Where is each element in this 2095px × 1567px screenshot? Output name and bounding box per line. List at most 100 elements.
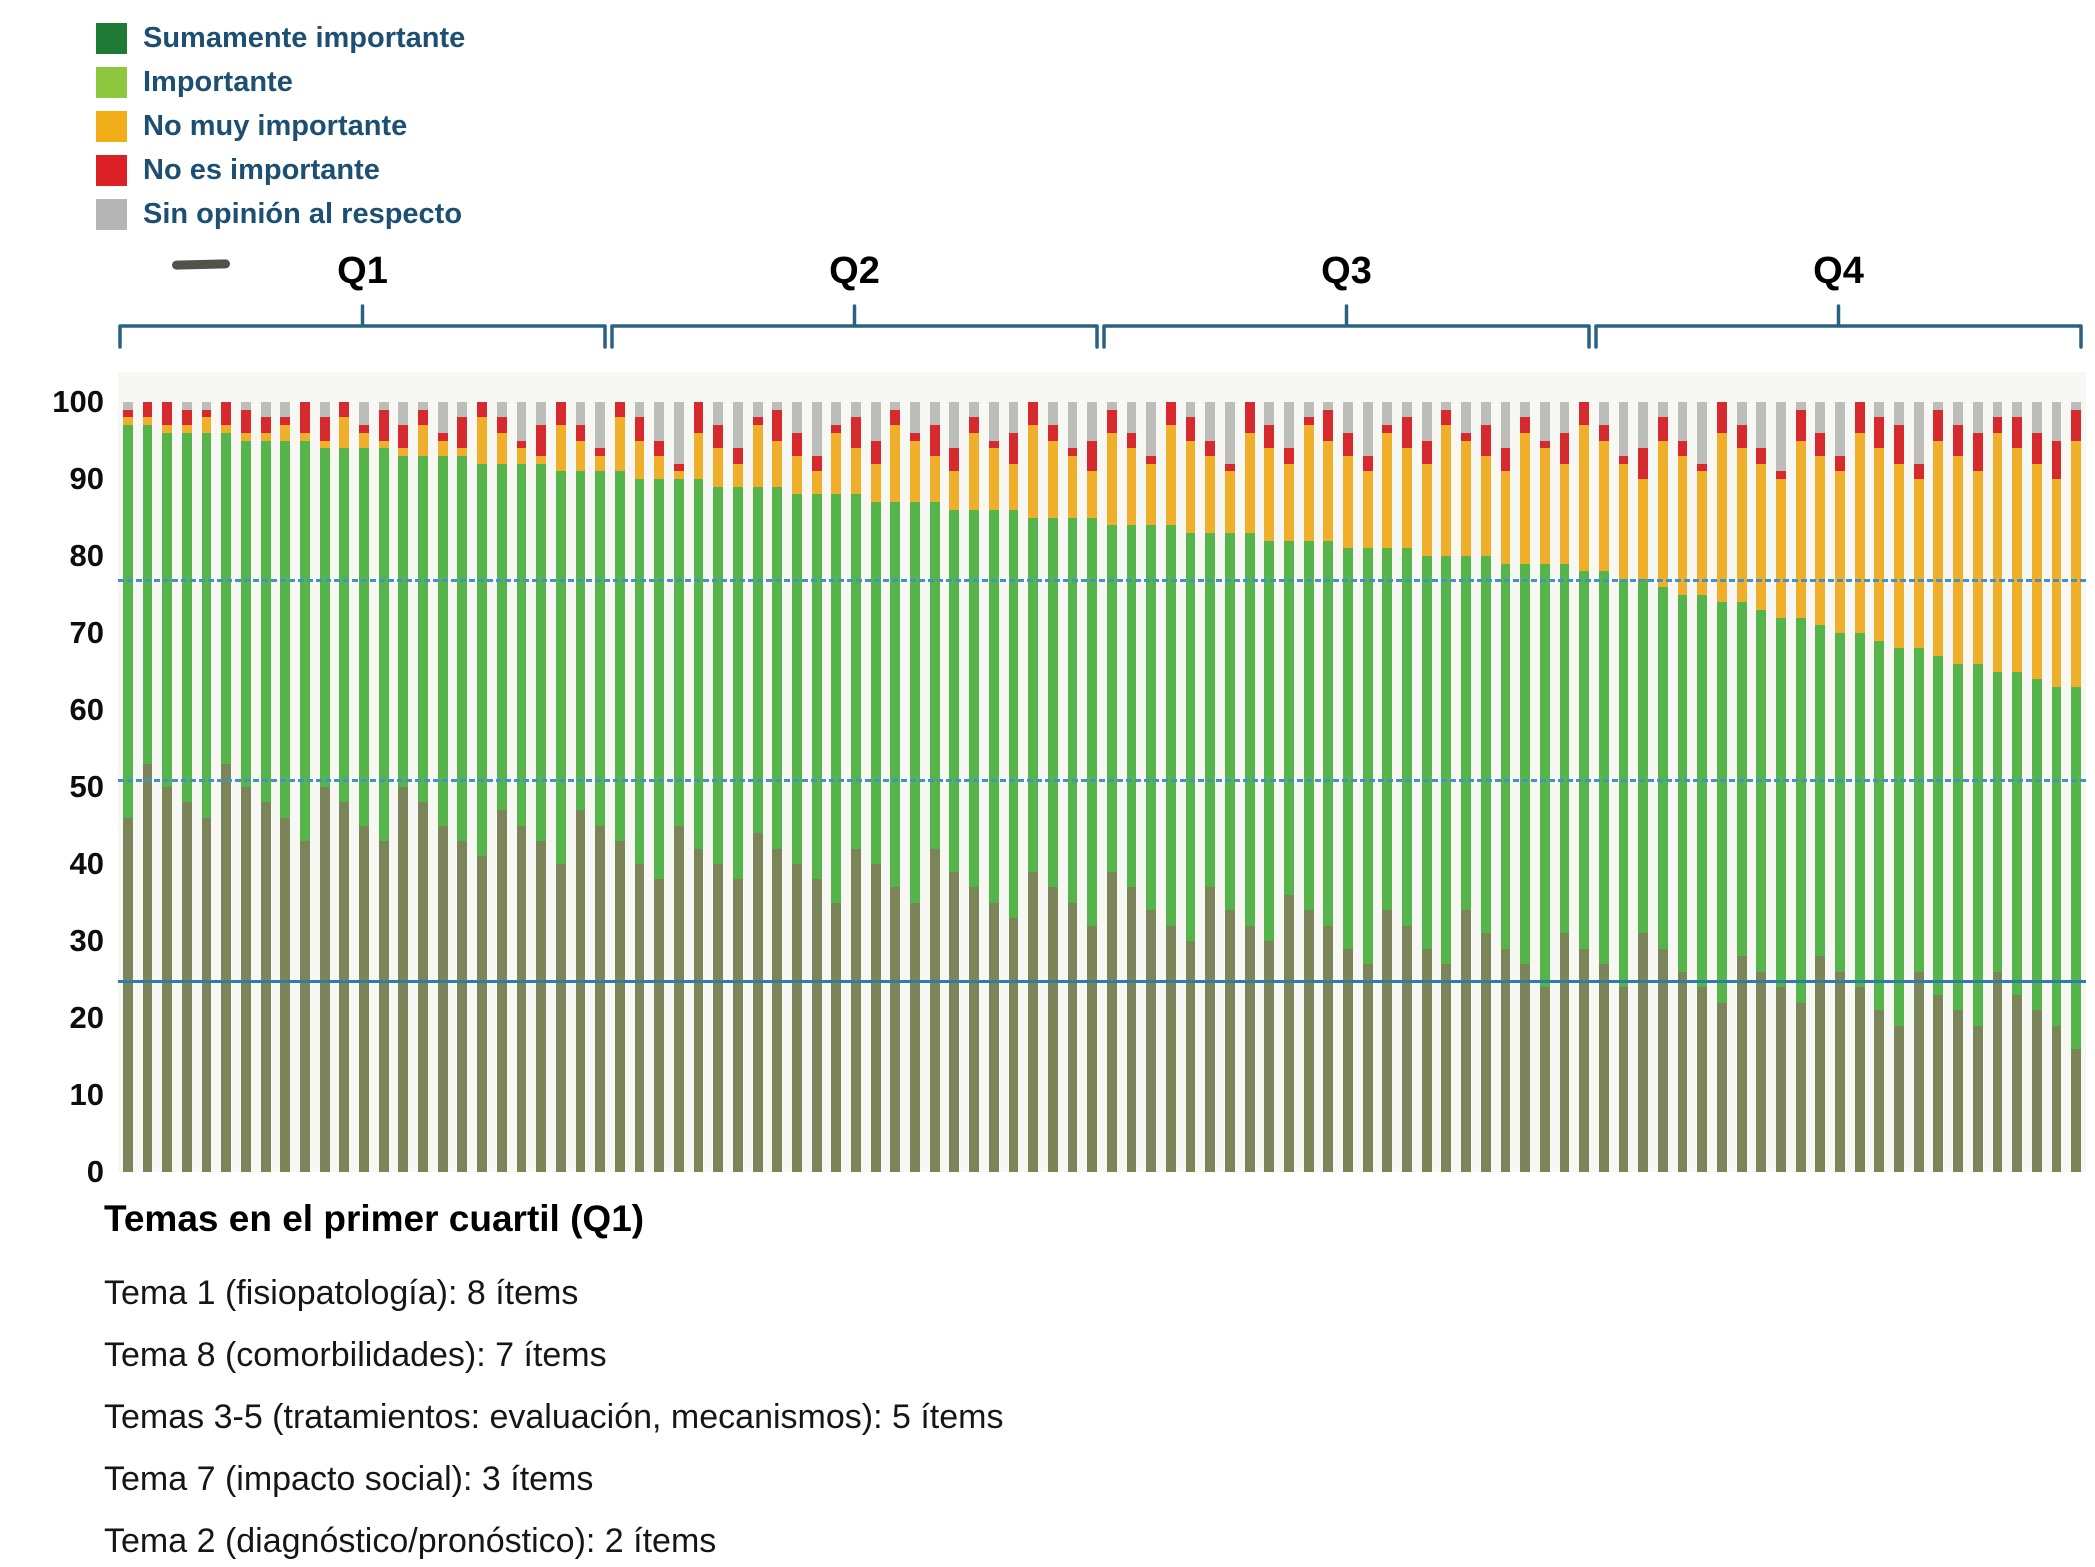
bar-segment-no-muy-importante: [359, 432, 369, 449]
bar-segment-sumamente-importante: [536, 840, 547, 1172]
stacked-bar: [1028, 402, 1039, 1172]
bar-segment-no-muy-importante: [398, 448, 409, 456]
bar-segment-importante: [1953, 663, 1963, 1011]
bar-segment-sumamente-importante: [1480, 933, 1491, 1172]
bar-segment-sumamente-importante: [1795, 1002, 1806, 1172]
bar-segment-importante: [595, 471, 606, 826]
bar-segment-no-muy-importante: [752, 425, 763, 487]
bar-segment-no-muy-importante: [969, 432, 979, 510]
reference-line-25: [118, 979, 2086, 983]
bar-segment-importante: [949, 509, 960, 872]
bar-segment-sumamente-importante: [1047, 887, 1058, 1172]
bar-segment-no-muy-importante: [1402, 448, 1412, 549]
bar-segment-no-es-importante: [595, 448, 606, 456]
bar-segment-importante: [1657, 586, 1668, 949]
bar-segment-no-es-importante: [1874, 417, 1885, 449]
footer-theme-line: Temas 3-5 (tratamientos: evaluación, mec…: [104, 1398, 1004, 1436]
reference-line-77: [118, 579, 2086, 583]
stacked-bar: [1677, 402, 1688, 1172]
y-tick-label: 20: [69, 1000, 104, 1035]
bar-segment-sin-opinion: [1126, 402, 1137, 433]
bar-segment-no-es-importante: [1028, 402, 1039, 426]
bar-segment-no-muy-importante: [1362, 471, 1373, 549]
bar-segment-no-es-importante: [1008, 432, 1019, 464]
bar-segment-no-muy-importante: [1835, 471, 1845, 634]
stacked-bar: [713, 402, 724, 1172]
bar-segment-sumamente-importante: [1972, 1025, 1983, 1172]
bar-segment-no-es-importante: [280, 417, 291, 426]
bar-segment-sumamente-importante: [1303, 910, 1314, 1172]
bar-segment-no-muy-importante: [1559, 463, 1570, 564]
bar-segment-sumamente-importante: [1717, 1002, 1727, 1172]
bar-segment-sumamente-importante: [1756, 971, 1767, 1172]
bar-segment-no-es-importante: [1776, 471, 1786, 480]
stacked-bar: [1776, 402, 1786, 1172]
stacked-bar: [1874, 402, 1885, 1172]
bar-segment-no-muy-importante: [241, 432, 251, 441]
bar-segment-sin-opinion: [1618, 402, 1629, 456]
bar-segment-sumamente-importante: [1500, 948, 1511, 1172]
stacked-bar: [1402, 402, 1412, 1172]
bar-segment-no-muy-importante: [614, 417, 625, 472]
legend-item-label: Sumamente importante: [143, 21, 466, 54]
stacked-bar: [122, 402, 133, 1172]
bar-segment-no-es-importante: [870, 440, 881, 464]
bar-segment-sumamente-importante: [496, 810, 507, 1172]
bar-segment-importante: [339, 448, 350, 803]
stacked-bar: [811, 402, 822, 1172]
bar-segment-no-muy-importante: [634, 440, 645, 479]
stacked-bar: [1165, 402, 1176, 1172]
bar-segment-no-muy-importante: [201, 417, 212, 433]
bar-segment-no-muy-importante: [733, 463, 743, 487]
legend-swatch-4: [96, 198, 127, 230]
stacked-bar: [359, 402, 369, 1172]
bar-segment-no-muy-importante: [929, 455, 940, 503]
bar-segment-sumamente-importante: [1776, 987, 1786, 1172]
bar-segment-no-es-importante: [1579, 402, 1590, 426]
bar-segment-sin-opinion: [1815, 402, 1826, 433]
bar-segment-sin-opinion: [1638, 402, 1649, 449]
bar-segment-importante: [1303, 540, 1314, 911]
bar-segment-importante: [1894, 648, 1904, 1026]
stacked-bar: [1264, 402, 1275, 1172]
stacked-bar: [1894, 402, 1904, 1172]
bar-segment-sumamente-importante: [772, 848, 783, 1172]
bar-segment-importante: [1146, 525, 1157, 911]
bar-segment-no-muy-importante: [437, 440, 448, 456]
bar-segment-no-es-importante: [929, 425, 940, 456]
stacked-bar: [555, 402, 566, 1172]
bar-segment-sin-opinion: [280, 402, 291, 418]
bar-segment-importante: [772, 486, 783, 849]
stacked-bar: [1382, 402, 1393, 1172]
stacked-bar: [280, 402, 291, 1172]
bar-segment-no-muy-importante: [1874, 448, 1885, 641]
quartile-label-q1: Q1: [337, 250, 388, 292]
bar-segment-no-muy-importante: [142, 417, 153, 426]
bar-segment-no-muy-importante: [536, 455, 547, 464]
bar-segment-sumamente-importante: [1697, 987, 1708, 1172]
bar-segment-no-es-importante: [1854, 402, 1865, 433]
bar-segment-sin-opinion: [595, 402, 606, 449]
bar-segment-sumamente-importante: [516, 825, 527, 1172]
bar-segment-no-muy-importante: [1500, 471, 1511, 564]
plot-area: [118, 372, 2086, 1172]
bar-segment-no-es-importante: [2012, 417, 2023, 449]
stacked-bar: [1362, 402, 1373, 1172]
bar-segment-no-muy-importante: [378, 440, 389, 449]
bar-segment-no-muy-importante: [575, 440, 586, 472]
stacked-bar: [1598, 402, 1609, 1172]
footer-title: Temas en el primer cuartil (Q1): [104, 1198, 645, 1239]
y-tick-label: 50: [69, 769, 104, 804]
stacked-bar: [1539, 402, 1550, 1172]
bar-segment-no-es-importante: [1441, 409, 1452, 426]
bar-segment-sin-opinion: [1992, 402, 2003, 418]
stacked-bar: [1343, 402, 1353, 1172]
bar-segment-importante: [1382, 548, 1393, 911]
bar-segment-importante: [1500, 563, 1511, 949]
bar-segment-no-muy-importante: [870, 463, 881, 503]
quartile-bracket-q2: [610, 304, 1099, 349]
bar-segment-no-muy-importante: [1244, 432, 1255, 533]
bar-segment-sin-opinion: [260, 402, 271, 418]
bar-segment-importante: [359, 448, 369, 826]
legend: Sumamente importante Importante No muy imp…: [96, 16, 465, 236]
